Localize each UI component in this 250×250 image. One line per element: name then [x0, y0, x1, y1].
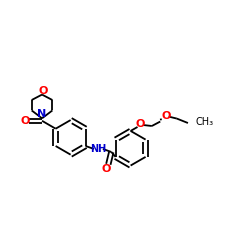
Text: NH: NH [90, 144, 106, 154]
Text: O: O [38, 86, 48, 96]
Text: O: O [161, 111, 170, 121]
Text: O: O [102, 164, 111, 174]
Text: N: N [38, 109, 47, 119]
Text: O: O [135, 119, 145, 129]
Text: CH₃: CH₃ [196, 117, 214, 127]
Text: O: O [20, 116, 30, 126]
